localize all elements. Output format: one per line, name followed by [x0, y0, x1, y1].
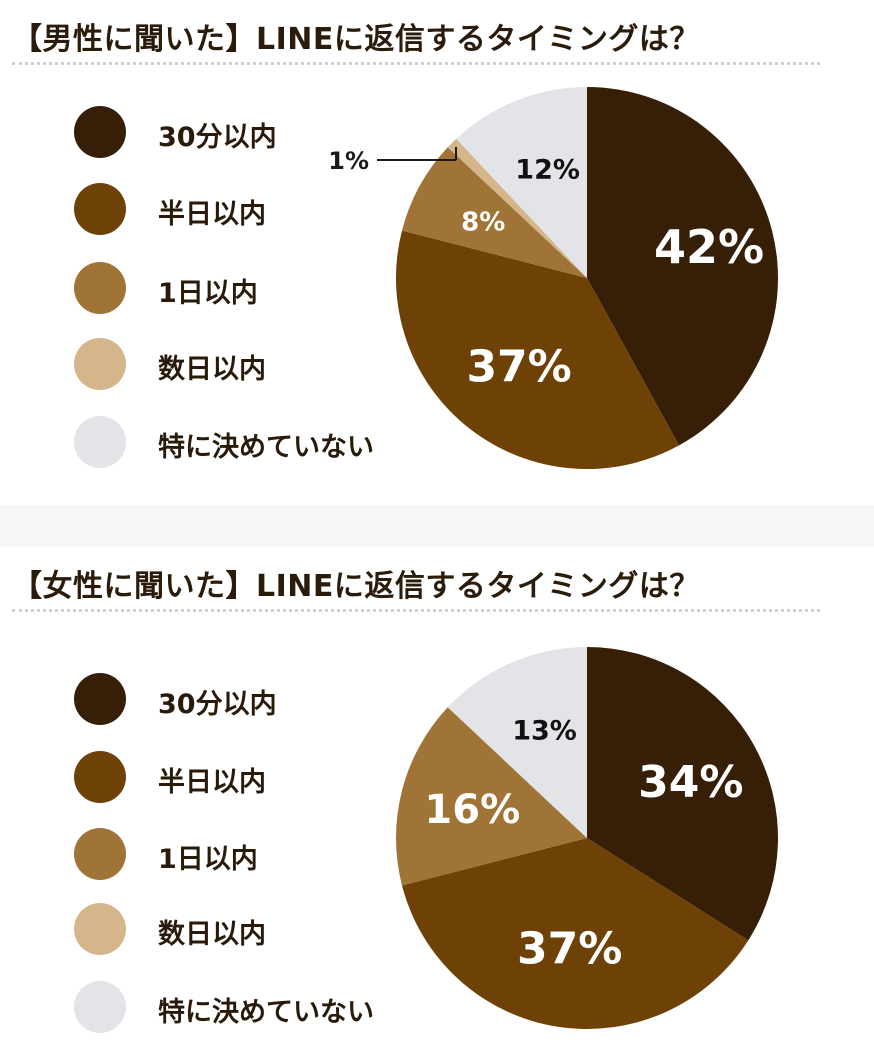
pie-slice-undecided — [456, 87, 587, 278]
data-label-few-days: 1% — [328, 147, 369, 175]
legend-item-half-day: 半日以内 — [74, 751, 434, 805]
pie-chart-male: 42% 37% 8% 1% 12% — [328, 87, 778, 469]
chart-title: 【男性に聞いた】LINEに返信するタイミングは？ — [12, 22, 700, 57]
pie-slice-half-day — [396, 230, 680, 469]
legend-item-30min: 30分以内 — [74, 106, 434, 160]
legend-swatch — [74, 106, 126, 158]
legend-label: 半日以内 — [158, 767, 266, 798]
female-chart-panel: 【女性に聞いた】LINEに返信するタイミングは？ 30分以内 半日以内 1日以内… — [0, 547, 874, 1052]
legend-label: 1日以内 — [158, 278, 258, 309]
pie-slice-30min — [587, 647, 778, 941]
data-label-one-day: 16% — [424, 787, 520, 833]
legend-label: 30分以内 — [158, 689, 277, 720]
title-divider — [12, 609, 820, 612]
data-label-30min: 34% — [638, 757, 743, 808]
legend-swatch — [74, 751, 126, 803]
legend-label: 30分以内 — [158, 122, 277, 153]
pie-slice-one-day — [402, 147, 587, 278]
legend-swatch — [74, 981, 126, 1033]
legend-swatch — [74, 416, 126, 468]
data-label-half-day: 37% — [517, 923, 622, 974]
section-gap — [0, 505, 874, 547]
legend-label: 数日以内 — [158, 354, 266, 385]
legend-item-one-day: 1日以内 — [74, 828, 434, 882]
pie-slice-few-days — [447, 138, 587, 278]
data-label-30min: 42% — [654, 220, 764, 274]
pie-slice-half-day — [402, 838, 749, 1029]
legend-swatch — [74, 673, 126, 725]
legend-label: 特に決めていない — [158, 432, 374, 463]
legend-label: 半日以内 — [158, 199, 266, 230]
legend-label: 特に決めていない — [158, 997, 374, 1028]
male-chart-panel: 【男性に聞いた】LINEに返信するタイミングは？ 30分以内 半日以内 1日以内… — [0, 0, 874, 505]
legend-swatch — [74, 903, 126, 955]
legend-swatch — [74, 338, 126, 390]
legend-item-one-day: 1日以内 — [74, 262, 434, 316]
legend-swatch — [74, 828, 126, 880]
legend-item-few-days: 数日以内 — [74, 338, 434, 392]
pie-slice-30min — [587, 87, 778, 446]
legend-item-half-day: 半日以内 — [74, 183, 434, 237]
data-label-undecided: 13% — [512, 716, 577, 747]
legend-label: 1日以内 — [158, 844, 258, 875]
data-label-half-day: 37% — [466, 341, 571, 392]
legend-item-few-days: 数日以内 — [74, 903, 434, 957]
pie-slice-undecided — [447, 647, 587, 838]
title-divider — [12, 62, 820, 65]
legend-swatch — [74, 183, 126, 235]
chart-title: 【女性に聞いた】LINEに返信するタイミングは？ — [12, 569, 700, 604]
legend-item-30min: 30分以内 — [74, 673, 434, 727]
pie-chart-female: 34% 37% 16% 13% — [396, 647, 778, 1029]
data-label-undecided: 12% — [515, 154, 580, 185]
data-label-one-day: 8% — [461, 207, 505, 237]
legend-item-undecided: 特に決めていない — [74, 416, 434, 470]
legend-label: 数日以内 — [158, 919, 266, 950]
legend-item-undecided: 特に決めていない — [74, 981, 434, 1035]
pie-slice-one-day — [396, 707, 587, 886]
legend-swatch — [74, 262, 126, 314]
